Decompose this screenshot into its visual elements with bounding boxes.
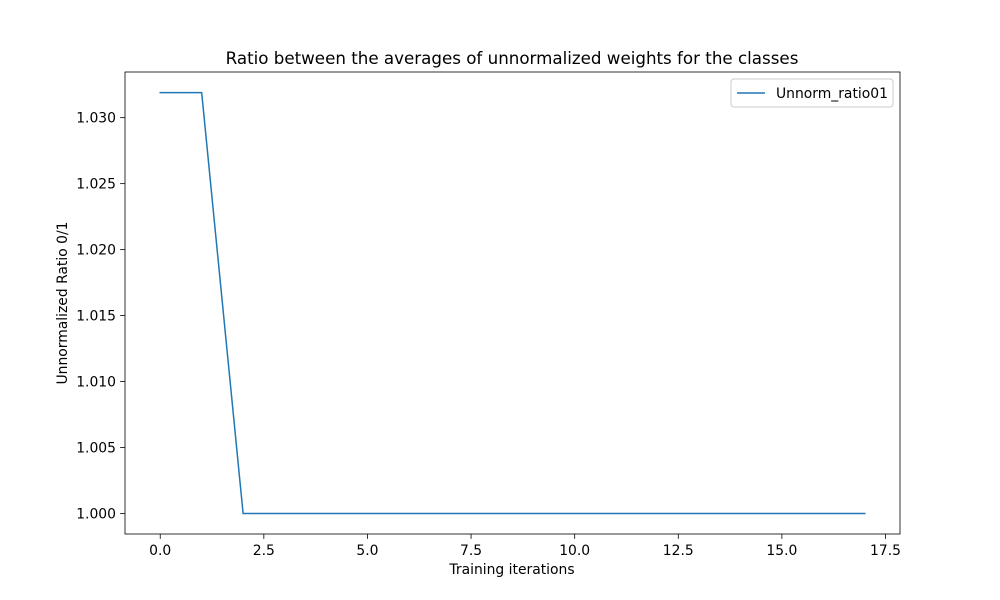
y-axis-ticks: 1.000 1.005 1.010 1.015 1.020 1.025 1.030 <box>76 111 125 523</box>
y-tick-label: 1.030 <box>76 111 116 127</box>
y-tick-label: 1.010 <box>76 375 116 391</box>
y-tick-label: 1.025 <box>76 177 116 193</box>
x-tick-label: 10.0 <box>559 543 590 559</box>
legend-box <box>730 78 894 108</box>
y-tick-label: 1.000 <box>76 507 116 523</box>
chart-title: Ratio between the averages of unnormaliz… <box>226 48 799 68</box>
x-tick-label: 17.5 <box>870 543 901 559</box>
y-axis-label: Unnormalized Ratio 0/1 <box>55 221 71 384</box>
x-tick-label: 5.0 <box>356 543 378 559</box>
y-tick-label: 1.020 <box>76 243 116 259</box>
legend-label-0: Unnorm_ratio01 <box>776 86 888 102</box>
x-tick-label: 12.5 <box>663 543 694 559</box>
x-tick-label: 2.5 <box>253 543 275 559</box>
plot-area <box>124 71 901 535</box>
axes-frame <box>124 71 901 535</box>
x-axis-label: Training iterations <box>448 562 574 578</box>
series-line-0 <box>159 91 866 515</box>
legend: Unnorm_ratio01 <box>730 78 894 108</box>
x-tick-label: 0.0 <box>149 543 171 559</box>
x-tick-label: 15.0 <box>766 543 797 559</box>
x-tick-label: 7.5 <box>460 543 482 559</box>
y-tick-label: 1.005 <box>76 441 116 457</box>
y-tick-label: 1.015 <box>76 309 116 325</box>
x-axis-ticks: 0.0 2.5 5.0 7.5 10.0 12.5 15.0 17.5 <box>149 534 901 559</box>
